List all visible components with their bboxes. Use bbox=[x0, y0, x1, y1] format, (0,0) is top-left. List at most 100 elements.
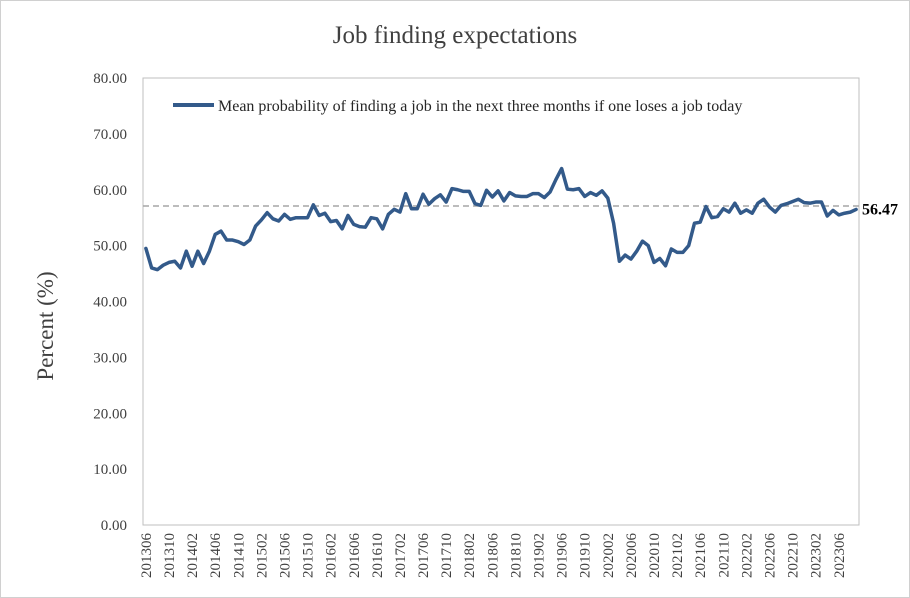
x-tick-label: 201702 bbox=[393, 533, 409, 578]
data-point bbox=[174, 260, 176, 262]
data-point bbox=[647, 245, 649, 247]
data-point bbox=[156, 269, 158, 271]
x-tick-label: 201510 bbox=[301, 533, 317, 578]
x-tick-label: 201710 bbox=[439, 533, 455, 578]
data-point bbox=[578, 188, 580, 190]
data-point bbox=[740, 212, 742, 214]
data-point bbox=[457, 189, 459, 191]
data-point bbox=[260, 219, 262, 221]
data-point bbox=[451, 188, 453, 190]
data-point bbox=[699, 221, 701, 223]
data-point bbox=[561, 168, 563, 170]
y-tick-label: 30.00 bbox=[93, 350, 127, 366]
x-tick-label: 202306 bbox=[832, 533, 848, 579]
y-tick-label: 60.00 bbox=[93, 183, 127, 199]
data-point bbox=[844, 212, 846, 214]
data-point bbox=[272, 218, 274, 220]
data-point bbox=[370, 217, 372, 219]
data-point bbox=[318, 214, 320, 216]
data-point bbox=[820, 201, 822, 203]
data-point bbox=[162, 264, 164, 266]
data-point bbox=[255, 225, 257, 227]
data-point bbox=[220, 230, 222, 232]
data-point bbox=[151, 267, 153, 269]
data-point bbox=[382, 228, 384, 230]
data-point bbox=[462, 190, 464, 192]
data-point bbox=[832, 209, 834, 211]
data-point bbox=[422, 193, 424, 195]
data-point bbox=[480, 204, 482, 206]
x-tick-label: 202210 bbox=[786, 533, 802, 578]
data-point bbox=[792, 200, 794, 202]
data-point bbox=[693, 222, 695, 224]
data-point bbox=[243, 244, 245, 246]
x-tick-label: 202302 bbox=[809, 533, 825, 578]
data-point bbox=[549, 191, 551, 193]
x-tick-label: 201406 bbox=[208, 533, 224, 579]
data-point bbox=[526, 195, 528, 197]
data-point bbox=[728, 211, 730, 213]
chart-title: Job finding expectations bbox=[333, 22, 577, 49]
x-tick-label: 201602 bbox=[324, 533, 340, 578]
data-point bbox=[514, 195, 516, 197]
plot-area bbox=[142, 77, 860, 526]
data-point bbox=[249, 239, 251, 241]
data-point bbox=[474, 203, 476, 205]
data-point bbox=[809, 202, 811, 204]
x-tick-label: 201806 bbox=[485, 533, 501, 579]
data-point bbox=[307, 217, 309, 219]
data-point bbox=[347, 214, 349, 216]
data-point bbox=[607, 197, 609, 199]
data-point bbox=[353, 223, 355, 225]
x-tick-label: 202006 bbox=[624, 533, 640, 579]
data-point bbox=[722, 208, 724, 210]
data-point bbox=[653, 261, 655, 263]
data-point bbox=[815, 201, 817, 203]
x-tick-label: 202010 bbox=[647, 533, 663, 578]
data-point bbox=[641, 240, 643, 242]
data-point bbox=[838, 214, 840, 216]
data-point bbox=[601, 190, 603, 192]
data-point bbox=[532, 193, 534, 195]
x-axis-ticks: 201306 201310 201402 201406 201410 201502 2015… bbox=[139, 533, 848, 579]
data-point bbox=[486, 189, 488, 191]
series-line bbox=[144, 166, 858, 272]
data-point bbox=[717, 216, 719, 218]
x-tick-label: 201506 bbox=[277, 533, 293, 579]
data-point bbox=[688, 245, 690, 247]
data-point bbox=[555, 179, 557, 181]
x-tick-label: 202110 bbox=[716, 533, 732, 577]
data-point bbox=[203, 263, 205, 265]
data-point bbox=[670, 248, 672, 250]
data-point bbox=[289, 218, 291, 220]
data-point bbox=[509, 192, 511, 194]
data-point bbox=[751, 212, 753, 214]
y-axis-label: Percent (%) bbox=[33, 271, 58, 380]
data-point bbox=[774, 211, 776, 213]
data-point bbox=[618, 260, 620, 262]
data-point bbox=[543, 197, 545, 199]
x-tick-label: 201502 bbox=[254, 533, 270, 578]
data-point bbox=[468, 190, 470, 192]
data-point bbox=[387, 213, 389, 215]
data-point bbox=[711, 217, 713, 219]
data-point bbox=[359, 226, 361, 228]
x-tick-label: 202202 bbox=[739, 533, 755, 578]
x-tick-label: 201906 bbox=[555, 533, 571, 579]
data-point bbox=[566, 188, 568, 190]
data-point bbox=[180, 267, 182, 269]
data-point bbox=[745, 209, 747, 211]
data-point bbox=[330, 221, 332, 223]
x-tick-label: 202206 bbox=[763, 533, 779, 579]
x-tick-label: 201402 bbox=[185, 533, 201, 578]
data-point bbox=[682, 251, 684, 253]
data-point bbox=[590, 192, 592, 194]
y-tick-label: 50.00 bbox=[93, 239, 127, 255]
data-point bbox=[855, 208, 857, 210]
x-tick-label: 202102 bbox=[670, 533, 686, 578]
data-point bbox=[399, 211, 401, 213]
data-point bbox=[237, 241, 239, 243]
data-point bbox=[439, 194, 441, 196]
data-point bbox=[197, 250, 199, 252]
data-point bbox=[503, 200, 505, 202]
